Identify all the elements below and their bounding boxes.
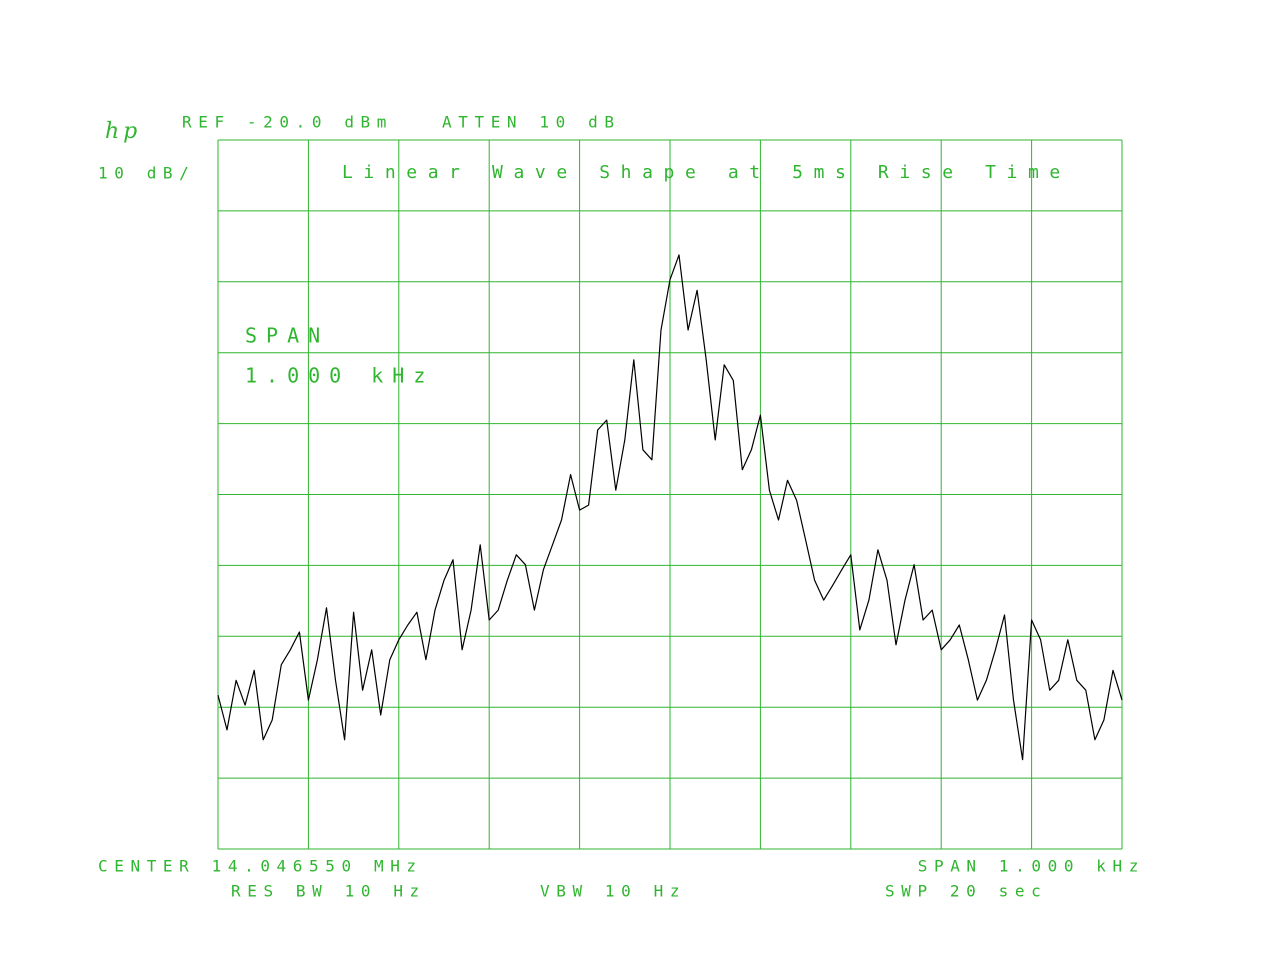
span-annotation: 1.000 kHz	[245, 364, 434, 388]
chart-title: Linear Wave Shape at 5ms Rise Time	[342, 162, 1071, 183]
ref-level: REF -20.0 dBm	[182, 113, 393, 132]
annotations: hp REF -20.0 dBm ATTEN 10 dB 10 dB/ Line…	[98, 113, 1145, 901]
scale: 10 dB/	[98, 164, 195, 183]
attenuation: ATTEN 10 dB	[442, 113, 621, 132]
res-bw: RES BW 10 Hz	[231, 882, 426, 901]
span-annotation: SPAN	[245, 324, 329, 348]
sweep: SWP 20 sec	[885, 882, 1047, 901]
span: SPAN 1.000 kHz	[918, 857, 1145, 876]
trace	[217, 254, 1123, 761]
vbw: VBW 10 Hz	[540, 882, 686, 901]
logo: hp	[105, 119, 141, 144]
center-frequency: CENTER 14.046550 MHz	[98, 857, 423, 876]
